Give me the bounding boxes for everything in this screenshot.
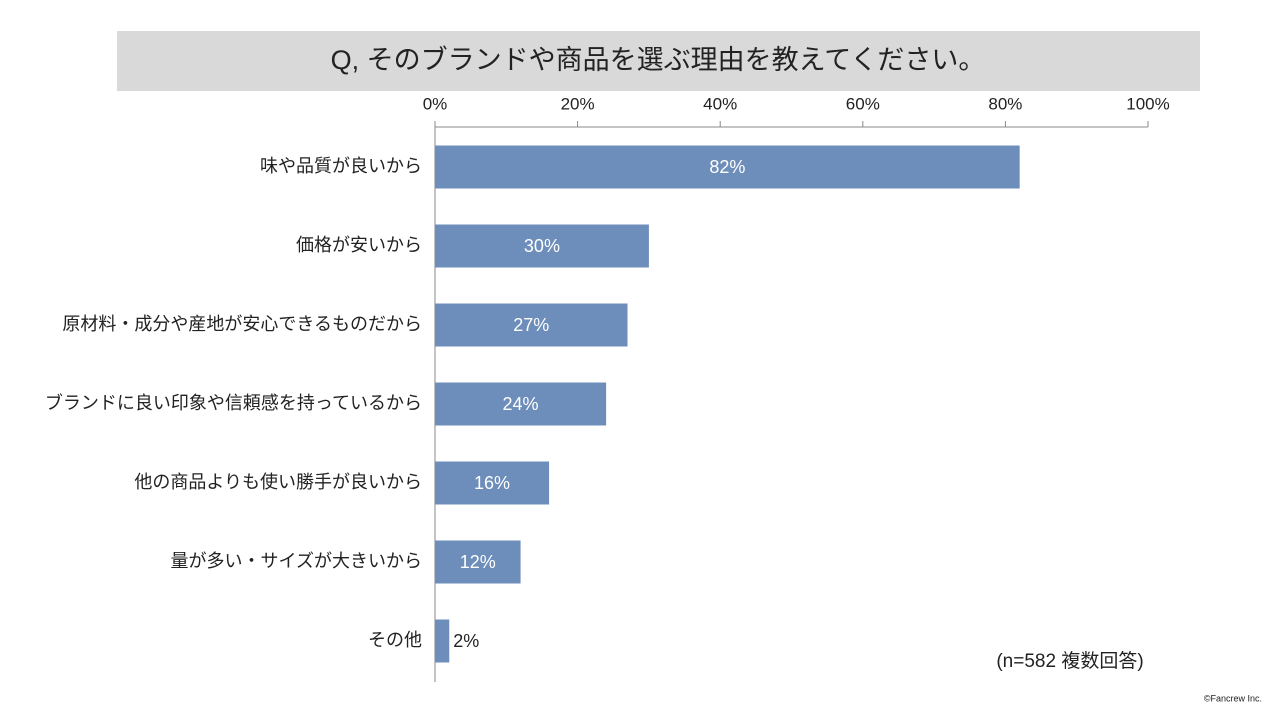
- value-label: 12%: [460, 552, 496, 572]
- category-label: 量が多い・サイズが大きいから: [171, 551, 422, 571]
- category-label: 味や品質が良いから: [260, 156, 422, 176]
- annotation: (n=582 複数回答): [996, 650, 1143, 672]
- credit: ©Fancrew Inc.: [1204, 693, 1262, 703]
- value-label: 82%: [709, 157, 745, 177]
- category-label: ブランドに良い印象や信頼感を持っているから: [45, 392, 422, 413]
- bar: [435, 224, 649, 268]
- x-tick-label: 80%: [988, 94, 1022, 113]
- value-label: 30%: [524, 236, 560, 256]
- x-tick-label: 60%: [846, 94, 880, 113]
- title-banner: [117, 31, 1200, 91]
- value-label: 2%: [453, 631, 479, 651]
- category-label: その他: [368, 630, 422, 650]
- bar: [435, 461, 550, 505]
- x-tick-label: 0%: [423, 94, 448, 113]
- bar: [435, 303, 628, 347]
- x-tick-label: 20%: [561, 94, 595, 113]
- category-label: 価格が安いから: [296, 235, 422, 255]
- x-tick-label: 100%: [1126, 94, 1169, 113]
- value-label: 24%: [503, 394, 539, 414]
- chart-title: Q, そのブランドや商品を選ぶ理由を教えてください。: [331, 45, 986, 75]
- category-label: 他の商品よりも使い勝手が良いから: [134, 472, 422, 492]
- bar: [435, 382, 607, 426]
- category-label: 原材料・成分や産地が安心できるものだから: [62, 314, 422, 334]
- value-label: 16%: [474, 473, 510, 493]
- value-label: 27%: [513, 315, 549, 335]
- x-tick-label: 40%: [703, 94, 737, 113]
- bar: [435, 619, 450, 663]
- bar: [435, 145, 1020, 189]
- bar: [435, 540, 521, 584]
